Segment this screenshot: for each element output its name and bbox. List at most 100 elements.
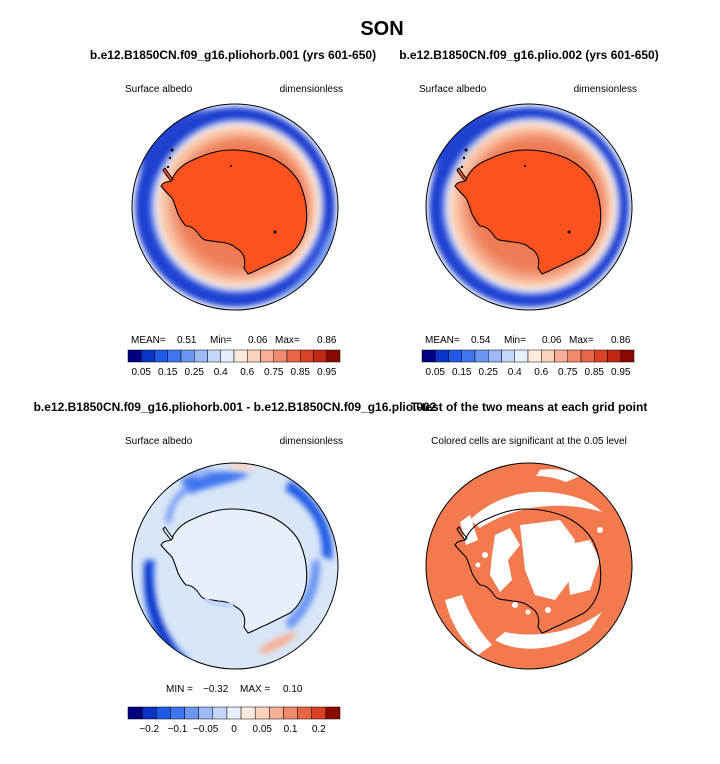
colorbar-tick-label: 0.25 (185, 367, 205, 378)
colorbar-swatch (311, 706, 327, 720)
colorbar-swatch (247, 349, 261, 363)
colorbar-tick-label: 0.4 (214, 367, 228, 378)
colorbar-swatch (313, 349, 327, 363)
ice-c-patches (204, 598, 235, 608)
colorbar-swatch (141, 706, 157, 720)
colorbar-tick-label: 0.85 (585, 367, 605, 378)
map-b (426, 104, 632, 310)
panel-d-subtitle: Colored cells are significant at the 0.0… (431, 436, 627, 447)
panel-b-mean-value: 0.54 (471, 335, 491, 346)
colorbar-swatch (527, 349, 542, 363)
colorbar-swatch (207, 349, 221, 363)
colorbar-swatch (156, 706, 171, 720)
panel-a-mean-label: MEAN= (131, 335, 166, 346)
colorbar-b: 0.05 0.15 0.25 0.4 0.6 0.75 0.85 0.95 (421, 349, 635, 378)
diff-blue-bands (143, 466, 333, 665)
panel-a-max-value: 0.86 (317, 335, 337, 346)
map-d-outline (425, 462, 633, 670)
colorbar-swatch (607, 349, 621, 363)
colorbar-swatch (325, 706, 341, 720)
panel-b-min-label: Min= (504, 335, 526, 346)
colorbar-tick-label: 0.6 (240, 367, 254, 378)
panel-b-right-label: dimensionless (574, 84, 637, 95)
panel-b-mean-label: MEAN= (425, 335, 460, 346)
colorbar-swatch (514, 349, 529, 363)
panel-b-title: b.e12.B1850CN.f09_g16.plio.002 (yrs 601-… (399, 48, 658, 62)
panel-b-stats: MEAN= 0.54 Min= 0.06 Max= 0.86 (425, 335, 631, 346)
colorbar-swatch (421, 349, 436, 363)
colorbar-tick-label: 0.85 (291, 367, 311, 378)
colorbar-swatch (212, 706, 228, 720)
panel-a: b.e12.B1850CN.f09_g16.pliohorb.001 (yrs … (90, 48, 376, 378)
panel-c-right-label: dimensionless (280, 436, 343, 447)
colorbar-swatch (501, 349, 515, 363)
map-b-outline (425, 103, 633, 311)
map-c-outline (131, 462, 339, 670)
panel-a-max-label: Max= (275, 335, 300, 346)
figure-title: SON (360, 18, 403, 40)
panel-b: b.e12.B1850CN.f09_g16.plio.002 (yrs 601-… (399, 48, 658, 378)
colorbar-swatch (141, 349, 155, 363)
panel-c-min-value: −0.32 (203, 684, 229, 695)
colorbar-swatch (226, 706, 242, 720)
panel-b-min-value: 0.06 (542, 335, 562, 346)
panel-b-max-label: Max= (569, 335, 594, 346)
colorbar-tick-label: 0.4 (508, 367, 522, 378)
coast-details-b (460, 148, 571, 234)
panel-a-right-label: dimensionless (280, 84, 343, 95)
colorbar-swatch (260, 349, 274, 363)
panel-c-max-value: 0.10 (283, 684, 303, 695)
colorbar-swatch (127, 706, 143, 720)
panel-a-min-label: Min= (210, 335, 232, 346)
panel-c-min-label: MIN = (166, 684, 193, 695)
colorbar-swatch (220, 349, 235, 363)
colorbar-swatch (233, 349, 248, 363)
colorbar-tick-label: −0.1 (168, 724, 188, 735)
colorbar-tick-label: 0.15 (452, 367, 472, 378)
colorbar-tick-label: 0.95 (611, 367, 631, 378)
colorbar-tick-label: 0.75 (558, 367, 578, 378)
panel-c-max-label: MAX = (240, 684, 270, 695)
colorbar-tick-label: 0.75 (264, 367, 284, 378)
colorbar-swatch (286, 349, 301, 363)
colorbar-swatch (300, 349, 314, 363)
colorbar-swatch (554, 349, 568, 363)
panel-c: b.e12.B1850CN.f09_g16.pliohorb.001 - b.e… (34, 400, 437, 735)
colorbar-swatch (620, 349, 635, 363)
colorbar-tick-label: 0.05 (253, 724, 273, 735)
colorbar-tick-label: −0.2 (139, 724, 159, 735)
colorbar-swatch (194, 349, 208, 363)
colorbar-tick-label: 0.2 (312, 724, 326, 735)
colorbar-swatch (254, 706, 270, 720)
colorbar-swatch (326, 349, 341, 363)
colorbar-swatch (297, 706, 312, 720)
panel-b-left-label: Surface albedo (419, 84, 487, 95)
colorbar-swatch (541, 349, 555, 363)
map-a (132, 104, 338, 310)
colorbar-swatch (127, 349, 142, 363)
panel-a-mean-value: 0.51 (177, 335, 197, 346)
map-c (132, 463, 338, 669)
colorbar-swatch (435, 349, 449, 363)
colorbar-tick-label: 0.15 (158, 367, 178, 378)
panel-b-max-value: 0.86 (611, 335, 631, 346)
colorbar-tick-label: 0.25 (479, 367, 499, 378)
panel-a-min-value: 0.06 (248, 335, 268, 346)
colorbar-swatch (273, 349, 288, 363)
panel-c-left-label: Surface albedo (125, 436, 193, 447)
colorbar-swatch (448, 349, 462, 363)
colorbar-tick-label: 0.05 (132, 367, 152, 378)
map-d (426, 463, 632, 669)
colorbar-swatch (240, 706, 256, 720)
colorbar-swatch (474, 349, 489, 363)
colorbar-swatch (198, 706, 214, 720)
colorbar-tick-label: 0 (231, 724, 237, 735)
colorbar-swatch (154, 349, 168, 363)
colorbar-c: −0.2 −0.1 −0.05 0 0.05 0.1 0.2 (127, 706, 341, 735)
panel-d-title: T-test of the two means at each grid poi… (411, 400, 648, 414)
colorbar-swatch (269, 706, 284, 720)
colorbar-tick-label: −0.05 (193, 724, 219, 735)
colorbar-swatch (594, 349, 608, 363)
panel-d: T-test of the two means at each grid poi… (411, 400, 648, 670)
